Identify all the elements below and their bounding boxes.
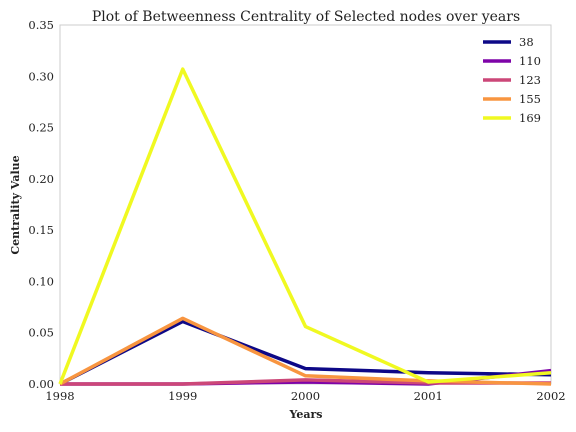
y-tick-label: 0.30 xyxy=(28,69,54,83)
y-tick-label: 0.15 xyxy=(28,223,54,237)
legend-label: 155 xyxy=(519,92,541,106)
x-tick-label: 2001 xyxy=(414,389,443,403)
series-line-155 xyxy=(59,316,552,386)
y-axis-ticks: 0.00 0.05 0.10 0.15 0.20 0.25 0.30 0.35 xyxy=(28,18,54,391)
chart-title: Plot of Betweenness Centrality of Select… xyxy=(92,9,520,25)
legend-label: 110 xyxy=(519,54,541,68)
y-tick-label: 0.20 xyxy=(28,172,54,186)
y-axis-label: Centrality Value xyxy=(9,155,22,254)
x-tick-label: 2000 xyxy=(291,389,320,403)
x-tick-label: 1999 xyxy=(168,389,197,403)
y-tick-label: 0.05 xyxy=(28,326,54,340)
x-tick-label: 1998 xyxy=(45,389,74,403)
y-tick-label: 0.10 xyxy=(28,274,54,288)
legend-label: 38 xyxy=(519,35,534,49)
plot-area-frame xyxy=(59,24,552,385)
x-axis-ticks: 1998 1999 2000 2001 2002 xyxy=(45,389,565,403)
y-tick-label: 0.25 xyxy=(28,121,54,135)
x-tick-label: 2002 xyxy=(536,389,565,403)
series-line-169 xyxy=(58,67,552,385)
legend-label: 123 xyxy=(519,73,541,87)
series-line-38 xyxy=(59,319,552,386)
y-tick-label: 0.35 xyxy=(28,18,54,32)
x-axis-label: Years xyxy=(288,408,322,421)
y-tick-label: 0.00 xyxy=(28,377,54,391)
series-lines xyxy=(58,67,552,386)
legend-label: 169 xyxy=(519,111,541,125)
legend: 38 110 123 155 169 xyxy=(483,35,541,125)
